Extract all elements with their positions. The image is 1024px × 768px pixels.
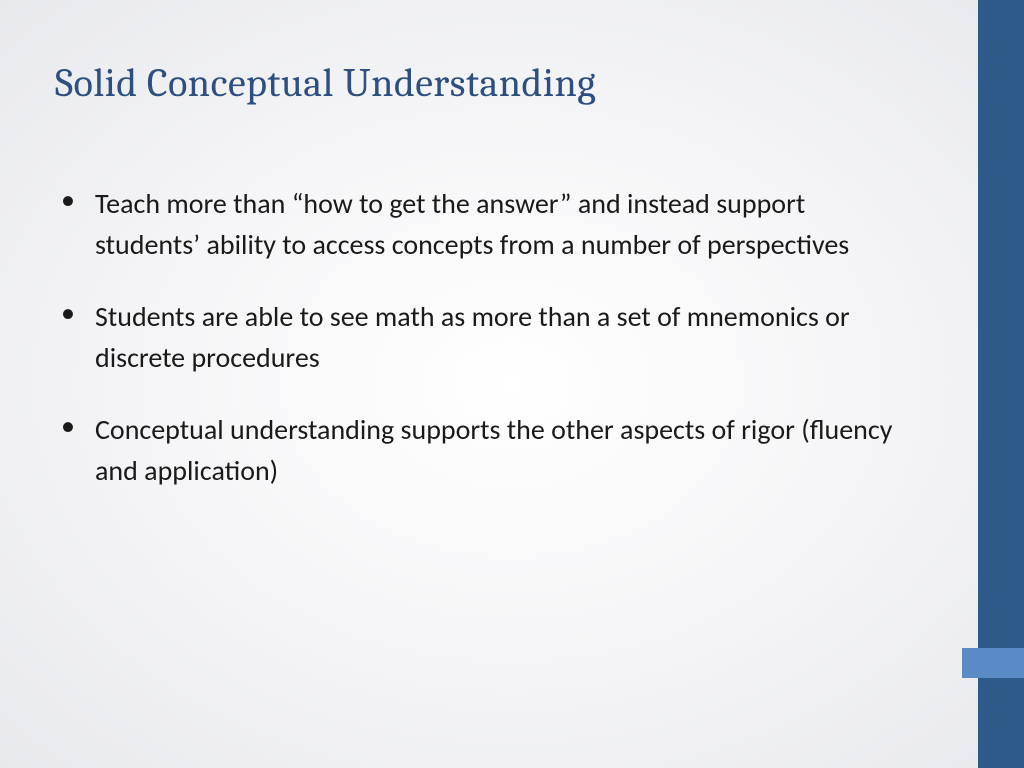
- bullet-item: Students are able to see math as more th…: [95, 297, 894, 378]
- bullet-list: Teach more than “how to get the answer” …: [55, 184, 954, 492]
- bullet-item: Conceptual understanding supports the ot…: [95, 410, 894, 491]
- bullet-item: Teach more than “how to get the answer” …: [95, 184, 894, 265]
- slide-container: Solid Conceptual Understanding Teach mor…: [0, 0, 1024, 768]
- right-accent-block: [962, 648, 1024, 678]
- slide-title: Solid Conceptual Understanding: [55, 60, 954, 106]
